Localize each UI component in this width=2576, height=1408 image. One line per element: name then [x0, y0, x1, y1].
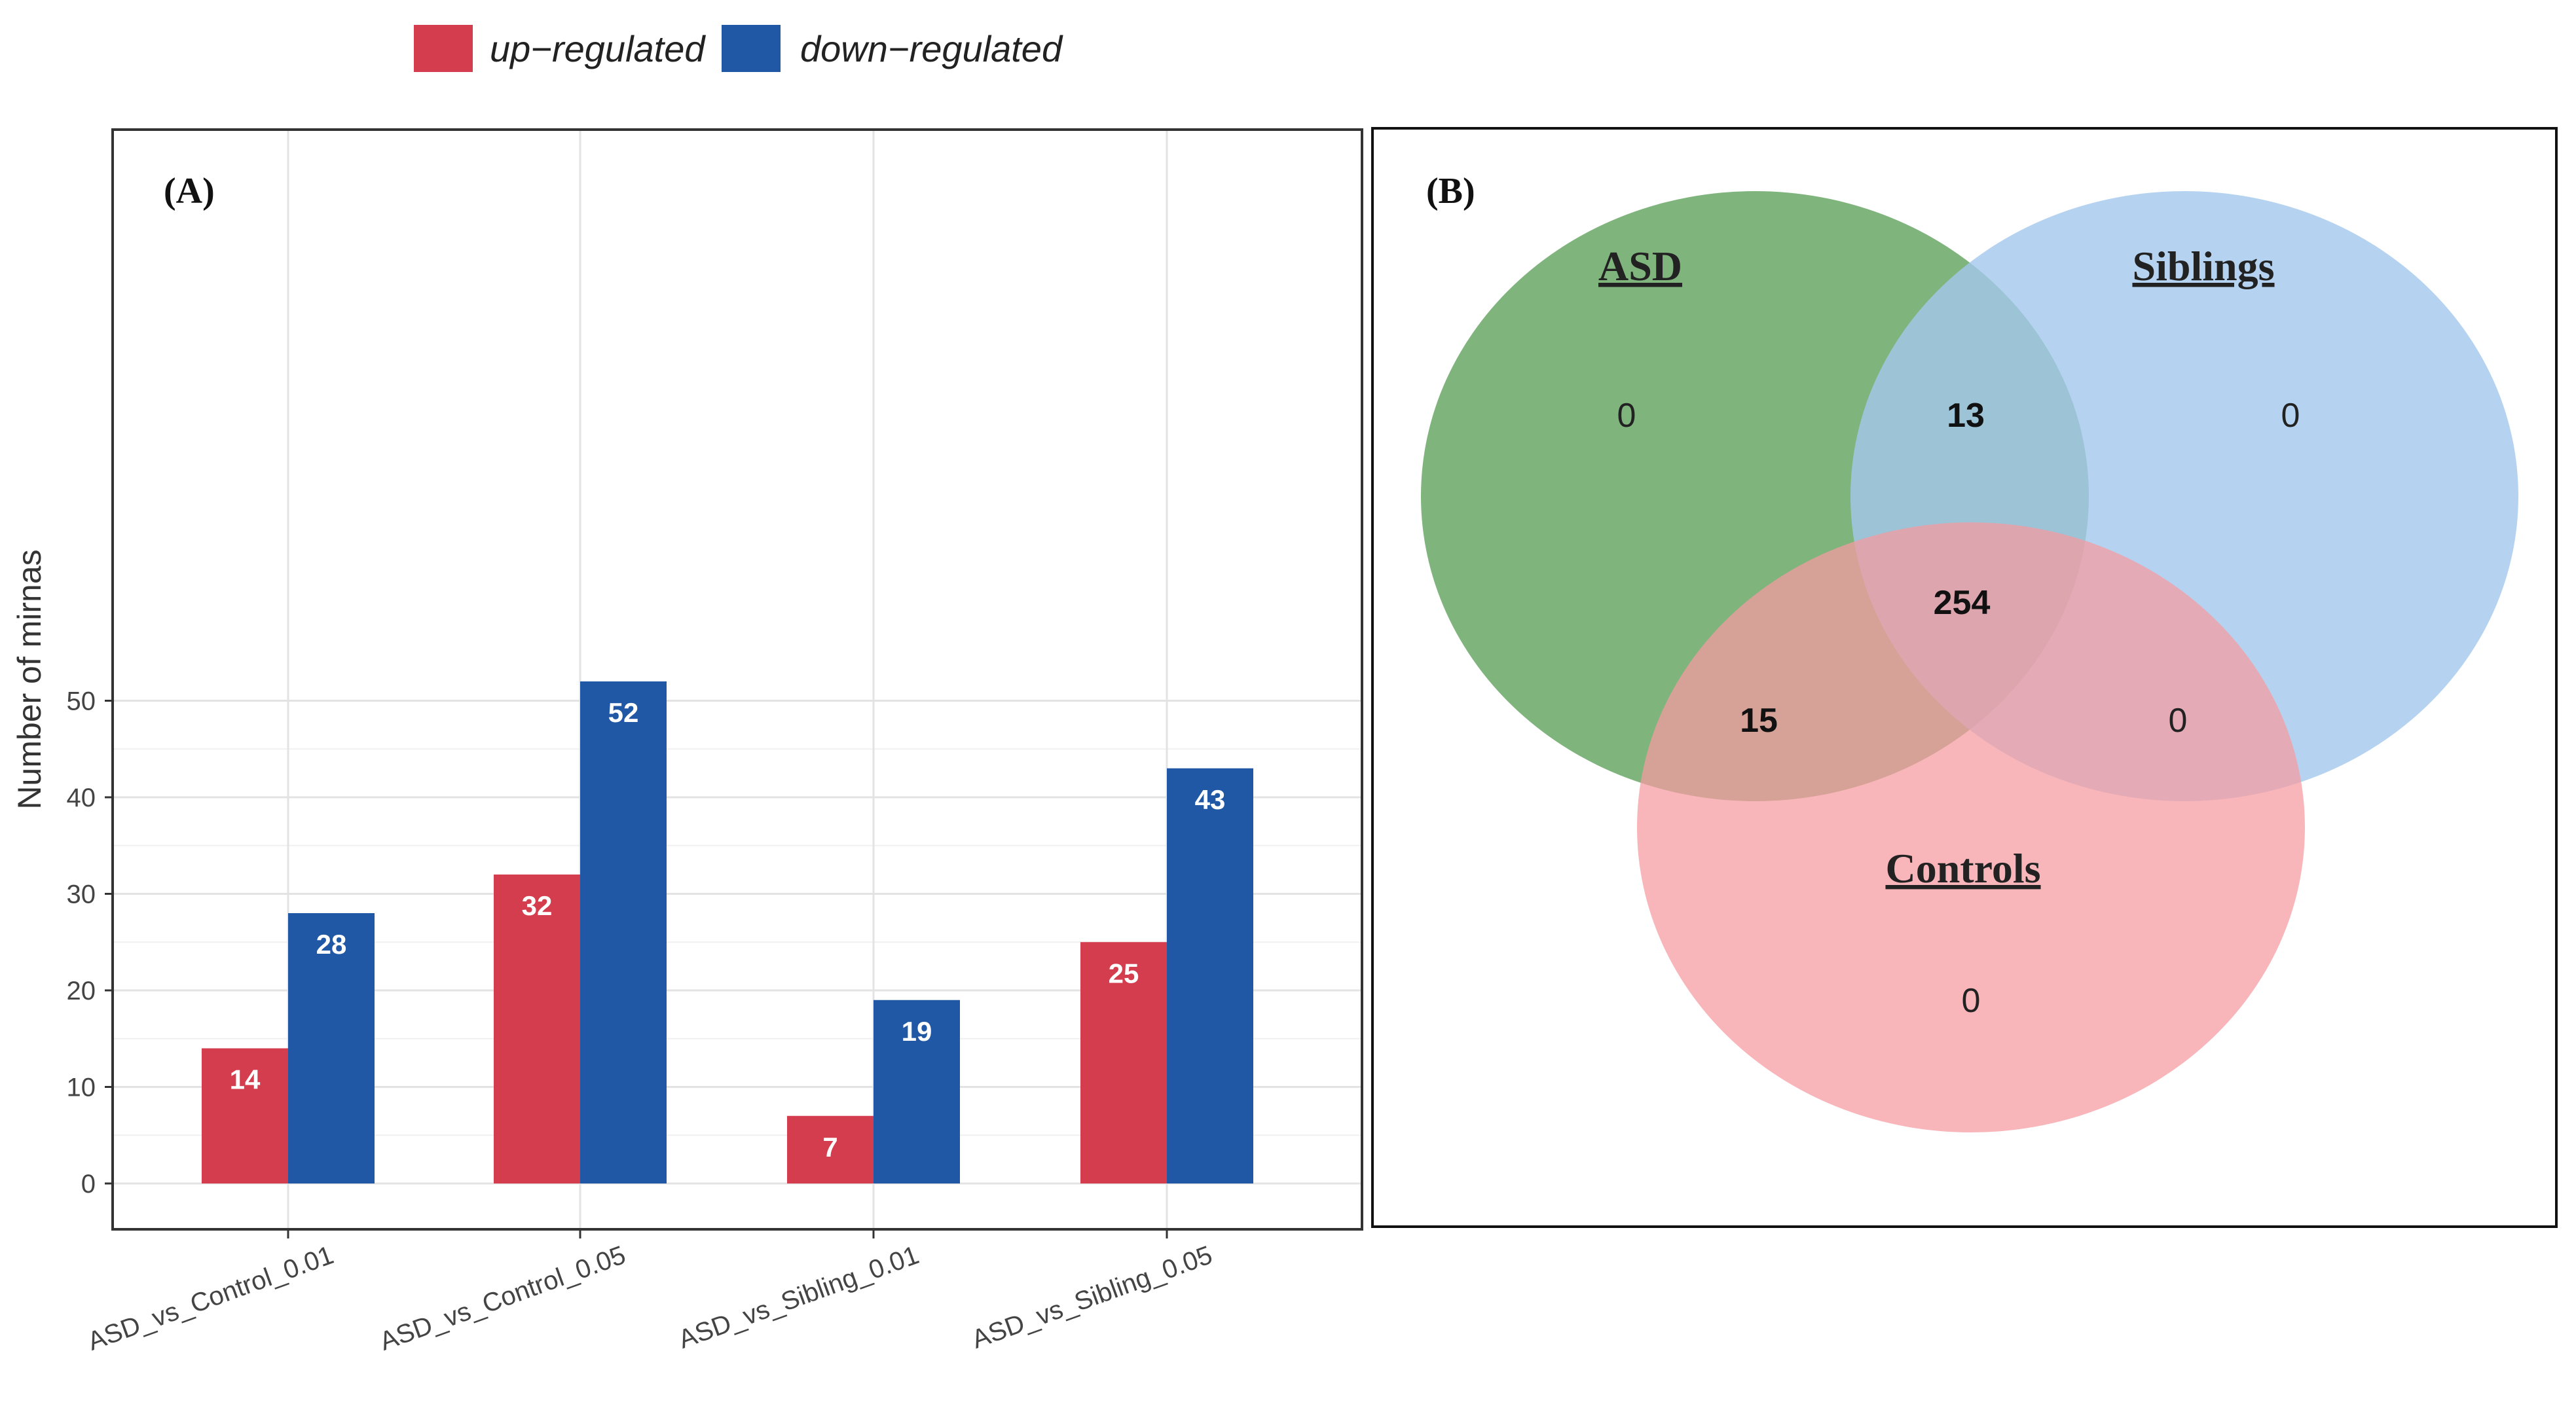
x-tick-label: ASD_vs_Sibling_0.05	[968, 1240, 1216, 1354]
bar-chart-panel: 14 28 32 52 7 19 25 43 0 10 20 30 40 50 ASD_vs_Contr…	[11, 128, 1363, 1356]
panel-label-a: (A)	[164, 171, 215, 211]
bar-value-label: 14	[230, 1064, 261, 1095]
bar-up-regulated	[494, 875, 580, 1183]
venn-diagram-panel: (B) ASD Siblings Controls 0 0 0 13 15 0 …	[1371, 127, 2558, 1228]
bar-labels: 14 28 32 52 7 19 25 43	[230, 697, 1226, 1163]
venn-circle-controls	[1637, 522, 2305, 1132]
venn-set-label-siblings: Siblings	[2132, 243, 2274, 289]
bar-value-label: 7	[822, 1132, 837, 1163]
y-axis-label: Number of mirnas	[11, 549, 48, 809]
venn-count-asd-siblings: 13	[1947, 397, 1985, 435]
y-axis-ticks: 0 10 20 30 40 50	[67, 687, 113, 1199]
bar-value-label: 32	[522, 890, 553, 921]
bar-chart-frame	[111, 128, 1363, 1231]
bar-value-label: 28	[316, 929, 347, 960]
legend-label-down-regulated: down−regulated	[800, 28, 1063, 69]
chart-legend: up−regulated down−regulated	[414, 25, 1063, 72]
venn-count-asd-controls: 15	[1740, 702, 1778, 740]
bar-value-label: 43	[1195, 784, 1226, 815]
x-tick-label: ASD_vs_Sibling_0.01	[674, 1240, 923, 1354]
bar-value-label: 19	[902, 1016, 932, 1047]
bar-value-label: 25	[1109, 958, 1139, 988]
panel-label-b: (B)	[1426, 171, 1475, 211]
bars	[202, 681, 1253, 1183]
venn-count-all-three: 254	[1934, 584, 1991, 622]
venn-count-siblings-controls: 0	[2169, 702, 2188, 740]
y-tick-label: 40	[67, 784, 96, 812]
y-tick-label: 20	[67, 977, 96, 1005]
y-tick-label: 50	[67, 687, 96, 716]
venn-count-controls-only: 0	[1962, 982, 1981, 1020]
bar-up-regulated	[787, 1115, 874, 1183]
y-tick-label: 10	[67, 1074, 96, 1102]
bar-up-regulated	[1080, 942, 1167, 1183]
legend-label-up-regulated: up−regulated	[490, 28, 706, 69]
bar-up-regulated	[202, 1048, 288, 1183]
y-tick-label: 0	[81, 1170, 96, 1199]
y-tick-label: 30	[67, 880, 96, 909]
x-axis-ticks: ASD_vs_Control_0.01 ASD_vs_Control_0.05 AS…	[84, 1229, 1216, 1356]
x-tick-label: ASD_vs_Control_0.01	[84, 1240, 337, 1356]
venn-set-label-controls: Controls	[1885, 845, 2040, 892]
x-tick-label: ASD_vs_Control_0.05	[376, 1240, 629, 1356]
venn-set-label-asd: ASD	[1598, 243, 1682, 289]
legend-swatch-down-regulated	[722, 25, 781, 72]
bar-down-regulated	[580, 681, 667, 1183]
venn-count-siblings-only: 0	[2281, 397, 2300, 435]
bar-down-regulated	[288, 913, 375, 1183]
legend-swatch-up-regulated	[414, 25, 473, 72]
bar-down-regulated	[874, 1000, 960, 1183]
venn-count-asd-only: 0	[1617, 397, 1636, 435]
bar-value-label: 52	[608, 697, 639, 728]
bar-down-regulated	[1167, 768, 1253, 1183]
